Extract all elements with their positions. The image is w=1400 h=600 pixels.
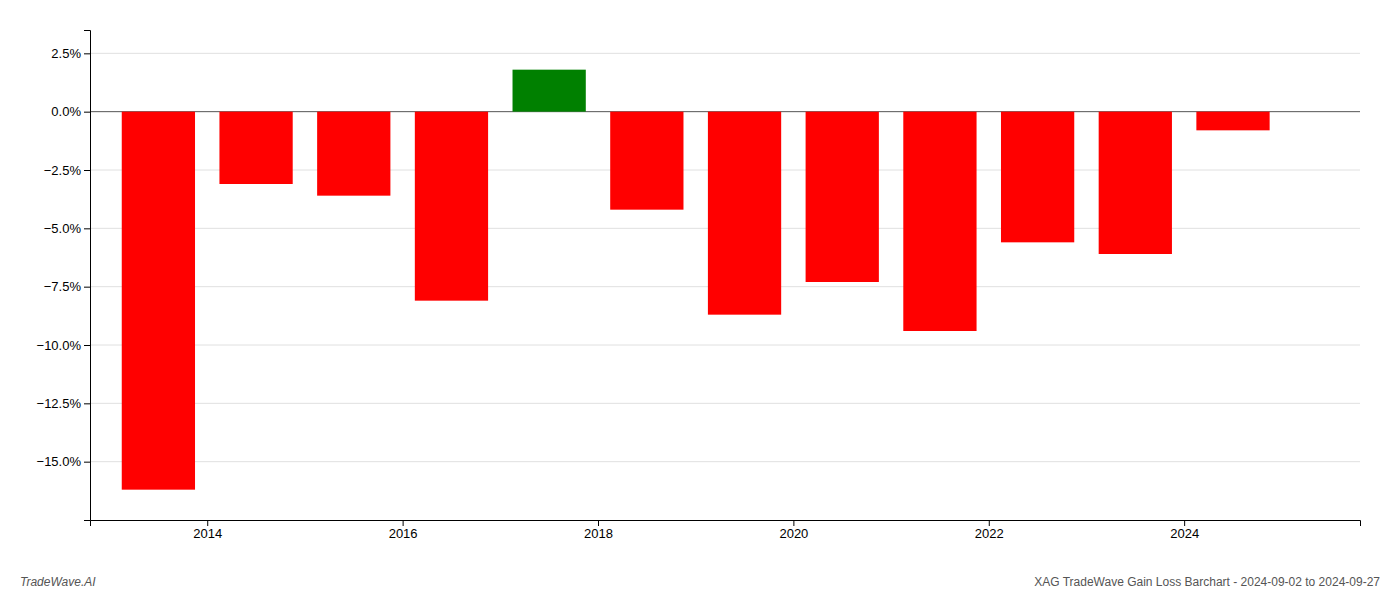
y-tick: −15.0% <box>37 454 90 469</box>
y-tick-label: 0.0% <box>51 104 81 119</box>
y-tick: −10.0% <box>37 338 90 353</box>
y-tick-mark <box>84 345 90 346</box>
x-tick-mark <box>989 520 990 526</box>
bar <box>415 112 488 301</box>
x-tick-mark <box>598 520 599 526</box>
footer-right: XAG TradeWave Gain Loss Barchart - 2024-… <box>1034 575 1380 589</box>
x-tick: 2016 <box>389 520 418 541</box>
x-tick-label: 2016 <box>389 526 418 541</box>
plot: 2014 2016 2018 2020 2022 2024 −15.0% −12.5% −10.… <box>37 31 1361 542</box>
y-tick-mark <box>84 403 90 404</box>
y-tick-label: −15.0% <box>37 454 82 469</box>
grid-line <box>90 461 1360 462</box>
bar <box>122 112 195 490</box>
y-tick: −2.5% <box>44 163 90 178</box>
y-axis-line <box>84 31 91 521</box>
x-axis-line <box>91 521 1361 527</box>
x-tick: 2018 <box>584 520 613 541</box>
bar <box>708 112 781 315</box>
y-tick-mark <box>84 228 90 229</box>
y-tick: 2.5% <box>51 46 90 61</box>
grid-line <box>90 345 1360 346</box>
x-tick: 2020 <box>779 520 808 541</box>
y-tick: −12.5% <box>37 396 90 411</box>
y-tick-mark <box>84 170 90 171</box>
chart: 2014 2016 2018 2020 2022 2024 −15.0% −12.5% −10.… <box>0 0 1400 600</box>
x-tick: 2024 <box>1170 520 1199 541</box>
grid-line <box>90 53 1360 54</box>
y-tick-label: −10.0% <box>37 338 82 353</box>
x-tick-mark <box>403 520 404 526</box>
x-tick-label: 2020 <box>779 526 808 541</box>
y-tick: −5.0% <box>44 221 90 236</box>
y-tick-mark <box>84 462 90 463</box>
bar <box>1001 112 1074 243</box>
y-tick-label: −12.5% <box>37 396 82 411</box>
x-tick-label: 2022 <box>975 526 1004 541</box>
bar <box>513 70 586 112</box>
y-tick: 0.0% <box>51 104 90 119</box>
x-tick: 2014 <box>193 520 222 541</box>
grid-line <box>90 403 1360 404</box>
y-tick-mark <box>84 112 90 113</box>
y-tick-label: −7.5% <box>44 279 82 294</box>
y-tick-mark <box>84 287 90 288</box>
x-tick-label: 2014 <box>193 526 222 541</box>
bar <box>806 112 879 282</box>
y-axis: −15.0% −12.5% −10.0% −7.5% −5.0% −2.5% 0.0% 2.5… <box>37 31 91 521</box>
x-axis: 2014 2016 2018 2020 2022 2024 <box>91 520 1361 541</box>
x-tick-mark <box>793 520 794 526</box>
x-tick: 2022 <box>975 520 1004 541</box>
x-tick-label: 2024 <box>1170 526 1199 541</box>
x-tick-mark <box>207 520 208 526</box>
y-tick-label: −2.5% <box>44 163 82 178</box>
bars <box>122 70 1270 490</box>
x-tick-mark <box>1184 520 1185 526</box>
grid <box>90 53 1360 461</box>
bar <box>317 112 390 196</box>
x-tick-label: 2018 <box>584 526 613 541</box>
bar <box>903 112 976 331</box>
bar <box>219 112 292 184</box>
bar <box>1196 112 1269 131</box>
y-tick-label: −5.0% <box>44 221 82 236</box>
bar <box>610 112 683 210</box>
y-tick-mark <box>84 53 90 54</box>
footer-left: TradeWave.AI <box>20 575 96 589</box>
y-tick-label: 2.5% <box>51 46 81 61</box>
y-tick: −7.5% <box>44 279 90 294</box>
bar <box>1099 112 1172 254</box>
